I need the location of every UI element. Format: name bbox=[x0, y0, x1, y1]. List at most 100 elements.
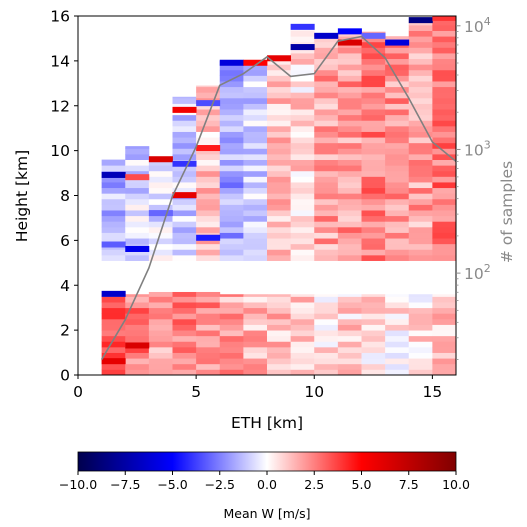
heatmap-cell bbox=[337, 369, 362, 375]
heatmap-cell bbox=[125, 307, 150, 314]
heatmap-cell bbox=[267, 313, 292, 320]
heatmap-cell bbox=[101, 296, 126, 303]
heatmap-cell bbox=[172, 148, 197, 155]
heatmap-cell bbox=[432, 131, 456, 138]
heatmap-cell bbox=[337, 352, 362, 359]
heatmap-cell bbox=[196, 176, 221, 183]
heatmap-cell bbox=[290, 307, 315, 314]
heatmap-cell bbox=[314, 103, 339, 110]
heatmap-cell bbox=[337, 198, 362, 205]
heatmap-cell bbox=[361, 358, 386, 365]
heatmap-cell bbox=[219, 254, 244, 261]
heatmap-cell bbox=[196, 318, 221, 325]
heatmap-cell bbox=[337, 170, 362, 177]
heatmap-cell bbox=[290, 58, 315, 65]
heatmap-cell bbox=[219, 165, 244, 172]
heatmap-cell bbox=[148, 352, 173, 359]
colorbar-tick-label: 2.5 bbox=[304, 477, 324, 492]
heatmap-cell bbox=[361, 142, 386, 149]
heatmap-cell bbox=[148, 254, 173, 261]
heatmap-cell bbox=[337, 254, 362, 261]
heatmap-cell bbox=[385, 69, 410, 76]
heatmap-cell bbox=[101, 182, 126, 189]
heatmap-cell bbox=[290, 75, 315, 82]
heatmap-cell bbox=[243, 313, 268, 320]
heatmap-cell bbox=[314, 58, 339, 65]
heatmap-cell bbox=[385, 120, 410, 127]
heatmap-cell bbox=[243, 302, 268, 309]
heatmap-cell bbox=[337, 142, 362, 149]
heatmap-cell bbox=[408, 92, 433, 99]
heatmap-cell bbox=[337, 159, 362, 166]
heatmap-cell bbox=[101, 302, 126, 309]
heatmap-cell bbox=[408, 249, 433, 256]
heatmap-cell bbox=[267, 58, 292, 65]
heatmap-cell bbox=[172, 176, 197, 183]
heatmap-cell bbox=[290, 125, 315, 132]
heatmap-cell bbox=[219, 109, 244, 116]
heatmap-cell bbox=[408, 120, 433, 127]
heatmap-cell bbox=[337, 249, 362, 256]
heatmap-cell bbox=[219, 324, 244, 331]
x-tick-label: 10 bbox=[304, 383, 324, 401]
heatmap-cell bbox=[101, 330, 126, 337]
heatmap-cell bbox=[219, 75, 244, 82]
heatmap-cell bbox=[148, 335, 173, 342]
heatmap-cell bbox=[196, 243, 221, 250]
heatmap-cell bbox=[385, 313, 410, 320]
heatmap-cell bbox=[432, 53, 456, 60]
heatmap-cell-highlight bbox=[172, 160, 197, 167]
heatmap-cell bbox=[219, 137, 244, 144]
heatmap-cell bbox=[125, 159, 150, 166]
heatmap-cell bbox=[361, 198, 386, 205]
heatmap-cell bbox=[267, 75, 292, 82]
heatmap-cell bbox=[361, 324, 386, 331]
heatmap-cell bbox=[267, 81, 292, 88]
heatmap-cell bbox=[361, 86, 386, 93]
heatmap-cell bbox=[290, 170, 315, 177]
heatmap-cell bbox=[385, 142, 410, 149]
heatmap-cell bbox=[314, 187, 339, 194]
heatmap-cell-highlight bbox=[196, 234, 221, 241]
heatmap-cell bbox=[290, 153, 315, 160]
heatmap-cell bbox=[432, 47, 456, 54]
heatmap-cell bbox=[267, 114, 292, 121]
heatmap-cell bbox=[148, 358, 173, 365]
heatmap-cell bbox=[361, 92, 386, 99]
heatmap-cell bbox=[337, 148, 362, 155]
heatmap-cell bbox=[172, 254, 197, 261]
heatmap-cell-highlight bbox=[337, 39, 362, 46]
heatmap-cell bbox=[361, 341, 386, 348]
heatmap-cell bbox=[314, 363, 339, 370]
heatmap-cell bbox=[148, 221, 173, 228]
heatmap-cell bbox=[385, 153, 410, 160]
colorbar-tick-label: 7.5 bbox=[399, 477, 419, 492]
heatmap-cell bbox=[408, 193, 433, 200]
heatmap-cell bbox=[243, 92, 268, 99]
heatmap-cell bbox=[196, 92, 221, 99]
heatmap-cell bbox=[432, 324, 456, 331]
heatmap-cell bbox=[267, 159, 292, 166]
heatmap-cell bbox=[196, 335, 221, 342]
heatmap-cell bbox=[196, 198, 221, 205]
heatmap-cell bbox=[290, 92, 315, 99]
heatmap-cell-highlight bbox=[385, 39, 410, 46]
heatmap-cell bbox=[337, 335, 362, 342]
heatmap-cell bbox=[385, 125, 410, 132]
heatmap-cell bbox=[172, 103, 197, 110]
heatmap-cell bbox=[314, 159, 339, 166]
heatmap-cell bbox=[432, 204, 456, 211]
y2-tick-label: 102 bbox=[464, 262, 491, 283]
heatmap-cell bbox=[290, 109, 315, 116]
heatmap-cell bbox=[196, 148, 221, 155]
heatmap-cell bbox=[219, 86, 244, 93]
heatmap-cell bbox=[361, 36, 386, 43]
heatmap-cell bbox=[432, 125, 456, 132]
heatmap-cell bbox=[385, 294, 410, 297]
heatmap-cell bbox=[125, 148, 150, 155]
heatmap-cell bbox=[196, 137, 221, 144]
heatmap-cell bbox=[148, 307, 173, 314]
heatmap-cell bbox=[408, 81, 433, 88]
heatmap-cell bbox=[314, 346, 339, 353]
